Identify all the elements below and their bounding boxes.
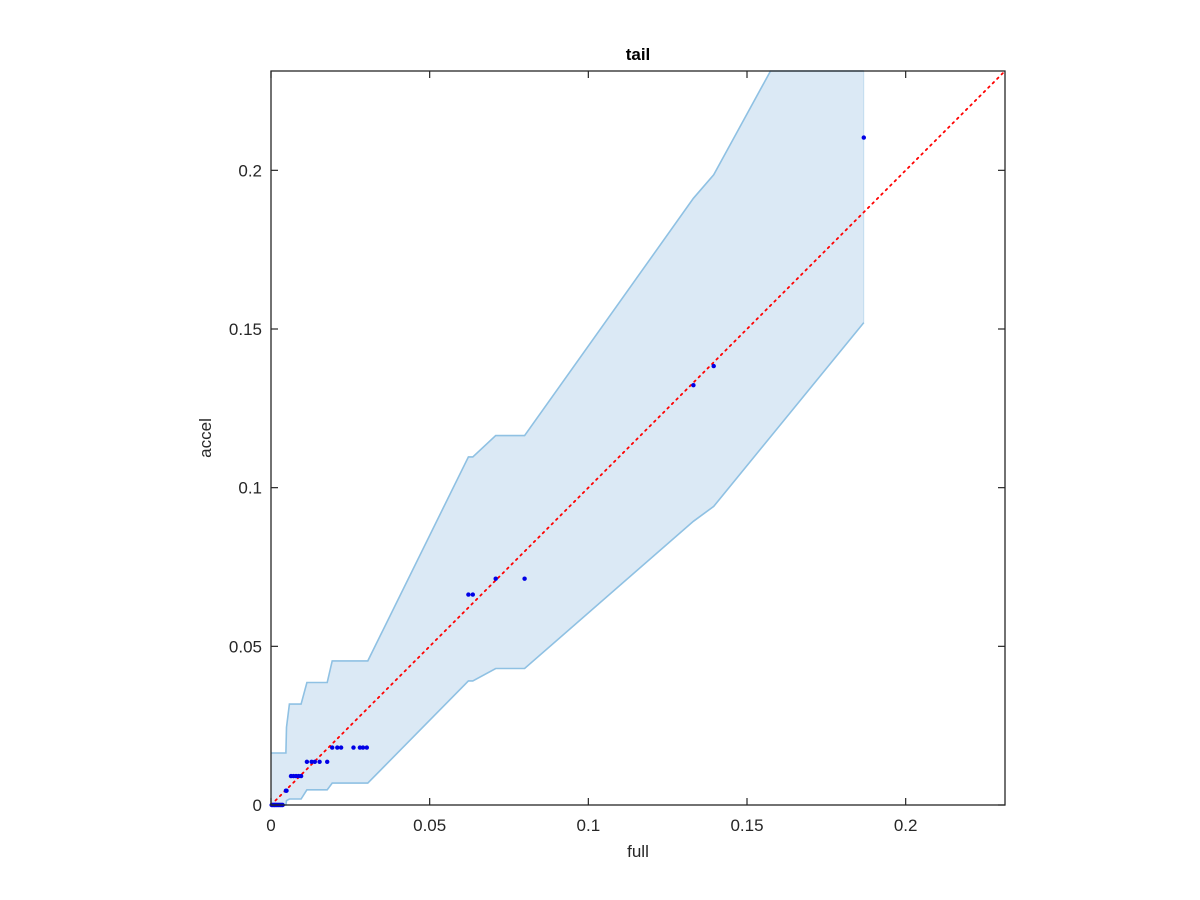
data-point — [364, 745, 369, 750]
data-point — [522, 576, 527, 581]
x-tick-label: 0.15 — [730, 816, 763, 835]
data-point — [691, 383, 696, 388]
data-point — [351, 745, 356, 750]
confidence-band-upper-edge — [271, 70, 864, 754]
y-tick-label: 0.2 — [238, 161, 262, 180]
confidence-band — [271, 70, 865, 806]
y-axis-label: accel — [196, 418, 215, 458]
data-point — [360, 745, 366, 750]
y-tick-label: 0 — [253, 796, 262, 815]
data-point — [466, 592, 471, 597]
axes-box — [270, 70, 1006, 806]
x-tick-label: 0.1 — [577, 816, 601, 835]
data-point — [335, 745, 340, 750]
data-point — [470, 592, 475, 597]
data-point — [312, 759, 317, 764]
data-point — [304, 759, 310, 764]
y-tick-label: 0.05 — [229, 637, 262, 656]
data-point — [309, 759, 314, 764]
y-tick-label: 0.15 — [229, 320, 262, 339]
data-point — [284, 788, 289, 793]
chart-title: tail — [626, 45, 651, 64]
x-axis-label: full — [627, 842, 649, 861]
axis-ticks: 0 0.05 0.1 0.15 0.2 0 0.05 0.1 0.15 0.2 — [229, 71, 1005, 835]
y-tick-label: 0.1 — [238, 479, 262, 498]
confidence-band-fill — [271, 71, 864, 805]
plot-area — [269, 70, 1006, 808]
data-point — [298, 773, 304, 779]
data-point — [325, 759, 330, 764]
data-point — [338, 745, 344, 750]
data-point — [711, 363, 716, 369]
x-tick-label: 0.2 — [894, 816, 918, 835]
confidence-band-lower-edge — [271, 322, 865, 806]
identity-reference-line — [270, 70, 1006, 806]
data-point — [493, 576, 498, 581]
data-point — [317, 759, 322, 764]
x-tick-label: 0 — [266, 816, 275, 835]
data-point — [330, 745, 335, 750]
data-point — [357, 745, 363, 750]
data-point — [861, 135, 866, 140]
x-tick-label: 0.05 — [413, 816, 446, 835]
